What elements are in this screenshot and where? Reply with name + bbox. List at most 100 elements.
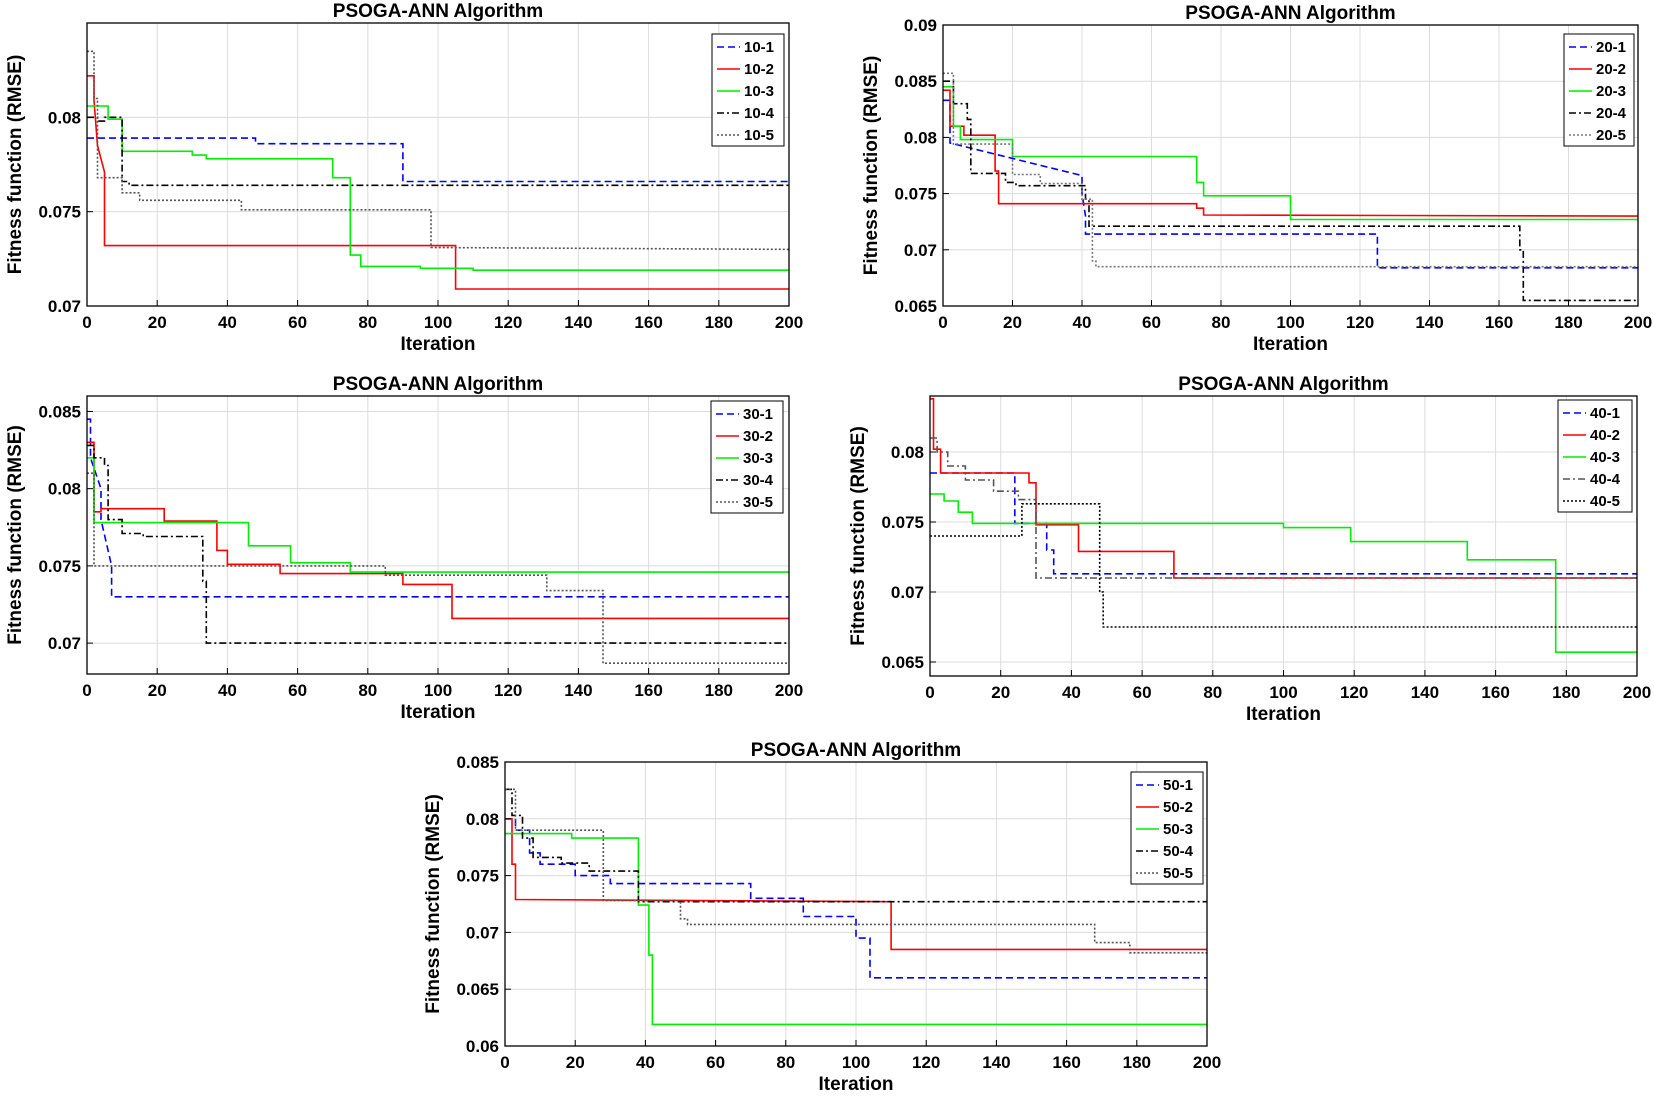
series-line-10-1 (87, 137, 789, 183)
x-tick-label: 200 (1623, 683, 1651, 702)
chart-title: PSOGA-ANN Algorithm (751, 740, 961, 761)
y-axis-label: Fitness function (RMSE) (861, 56, 882, 276)
x-axis-label: Iteration (1253, 334, 1328, 355)
legend-label: 40-5 (1590, 493, 1620, 510)
y-tick-label: 0.07 (904, 241, 937, 260)
x-tick-label: 20 (991, 683, 1010, 702)
legend-label: 40-1 (1590, 405, 1620, 422)
series-line-40-2 (930, 397, 1637, 579)
x-tick-label: 80 (358, 313, 377, 332)
x-tick-label: 180 (705, 681, 733, 700)
x-tick-label: 80 (358, 681, 377, 700)
y-tick-label: 0.065 (881, 653, 924, 672)
legend-label: 20-4 (1596, 105, 1627, 122)
x-tick-label: 160 (1052, 1053, 1080, 1072)
legend-label: 50-3 (1163, 821, 1193, 838)
y-axis-label: Fitness function (RMSE) (5, 55, 26, 275)
legend-label: 50-1 (1163, 777, 1193, 794)
x-tick-label: 160 (1485, 313, 1513, 332)
series-line-50-3 (505, 832, 1207, 1026)
x-tick-label: 100 (424, 681, 452, 700)
chart-title: PSOGA-ANN Algorithm (1185, 3, 1395, 24)
legend-label: 20-1 (1596, 39, 1626, 56)
series-line-30-4 (87, 444, 789, 644)
y-tick-label: 0.085 (38, 402, 81, 421)
series-line-20-4 (943, 80, 1638, 302)
x-tick-label: 60 (1142, 313, 1161, 332)
x-tick-label: 80 (776, 1053, 795, 1072)
x-tick-label: 200 (1193, 1053, 1221, 1072)
legend: 40-1 40-2 40-3 40-4 40-5 (1557, 399, 1633, 513)
legend-label: 10-2 (744, 61, 774, 78)
x-tick-label: 0 (82, 681, 91, 700)
series-line-10-2 (87, 75, 789, 290)
y-tick-label: 0.075 (38, 203, 81, 222)
legend-label: 20-5 (1596, 127, 1626, 144)
chart-title: PSOGA-ANN Algorithm (333, 1, 543, 22)
x-tick-label: 0 (500, 1053, 509, 1072)
y-tick-label: 0.075 (894, 185, 937, 204)
series-line-50-5 (505, 788, 1207, 954)
y-tick-label: 0.07 (48, 634, 81, 653)
y-tick-label: 0.08 (904, 128, 937, 147)
legend-box (1557, 399, 1633, 513)
y-tick-label: 0.075 (38, 557, 81, 576)
y-tick-label: 0.075 (456, 867, 499, 886)
chart-panel-5: 0 20 40 60 80 100 120 140 160 180 200 0.06 0.065 0.07… (423, 740, 1221, 1095)
legend-label: 20-2 (1596, 61, 1626, 78)
x-axis-label: Iteration (819, 1074, 894, 1095)
legend-label: 30-2 (743, 428, 773, 445)
y-axis-label: Fitness function (RMSE) (423, 794, 444, 1014)
x-tick-label: 140 (1411, 683, 1439, 702)
x-tick-label: 120 (1340, 683, 1368, 702)
y-tick-label: 0.08 (891, 443, 924, 462)
x-tick-label: 60 (288, 313, 307, 332)
series-line-40-4 (930, 437, 1637, 579)
series-line-20-3 (943, 86, 1638, 221)
y-tick-label: 0.08 (48, 480, 81, 499)
y-tick-label: 0.085 (456, 753, 499, 772)
legend-box (1563, 33, 1635, 147)
legend-box (1130, 771, 1204, 885)
legend: 20-1 20-2 20-3 20-4 20-5 (1563, 33, 1635, 147)
legend: 30-1 30-2 30-3 30-4 30-5 (710, 400, 784, 514)
chart-panel-4: 0 20 40 60 80 100 120 140 160 180 200 0.065 0.07 0.07… (848, 374, 1651, 725)
y-tick-label: 0.08 (466, 810, 499, 829)
chart-title: PSOGA-ANN Algorithm (333, 374, 543, 395)
legend: 50-1 50-2 50-3 50-4 50-5 (1130, 771, 1204, 885)
legend-label: 20-3 (1596, 83, 1626, 100)
x-tick-label: 100 (842, 1053, 870, 1072)
legend-label: 30-3 (743, 450, 773, 467)
x-tick-label: 120 (1346, 313, 1374, 332)
x-tick-label: 60 (1133, 683, 1152, 702)
y-tick-label: 0.09 (904, 16, 937, 35)
y-tick-label: 0.07 (891, 583, 924, 602)
x-tick-label: 200 (775, 313, 803, 332)
legend-label: 10-3 (744, 83, 774, 100)
legend: 10-1 10-2 10-3 10-4 10-5 (711, 33, 785, 147)
y-tick-label: 0.065 (456, 980, 499, 999)
series-line-20-2 (943, 89, 1638, 217)
legend-label: 50-4 (1163, 843, 1194, 860)
legend-label: 40-4 (1590, 471, 1621, 488)
legend-label: 30-1 (743, 406, 773, 423)
x-tick-label: 20 (148, 681, 167, 700)
legend-label: 40-2 (1590, 427, 1620, 444)
y-tick-label: 0.07 (466, 923, 499, 942)
x-tick-label: 160 (634, 681, 662, 700)
x-tick-label: 80 (1203, 683, 1222, 702)
x-tick-label: 140 (982, 1053, 1010, 1072)
x-tick-label: 120 (494, 681, 522, 700)
y-tick-label: 0.07 (48, 297, 81, 316)
chart-panel-2: 0 20 40 60 80 100 120 140 160 180 200 0.065 0.07 0.07… (861, 3, 1652, 355)
series-line-40-3 (930, 493, 1637, 654)
x-tick-label: 160 (634, 313, 662, 332)
y-axis-label: Fitness function (RMSE) (848, 426, 869, 646)
legend-box (710, 400, 784, 514)
x-tick-label: 40 (218, 313, 237, 332)
x-tick-label: 120 (912, 1053, 940, 1072)
chart-title: PSOGA-ANN Algorithm (1178, 374, 1388, 395)
x-tick-label: 40 (218, 681, 237, 700)
legend-label: 10-4 (744, 105, 775, 122)
